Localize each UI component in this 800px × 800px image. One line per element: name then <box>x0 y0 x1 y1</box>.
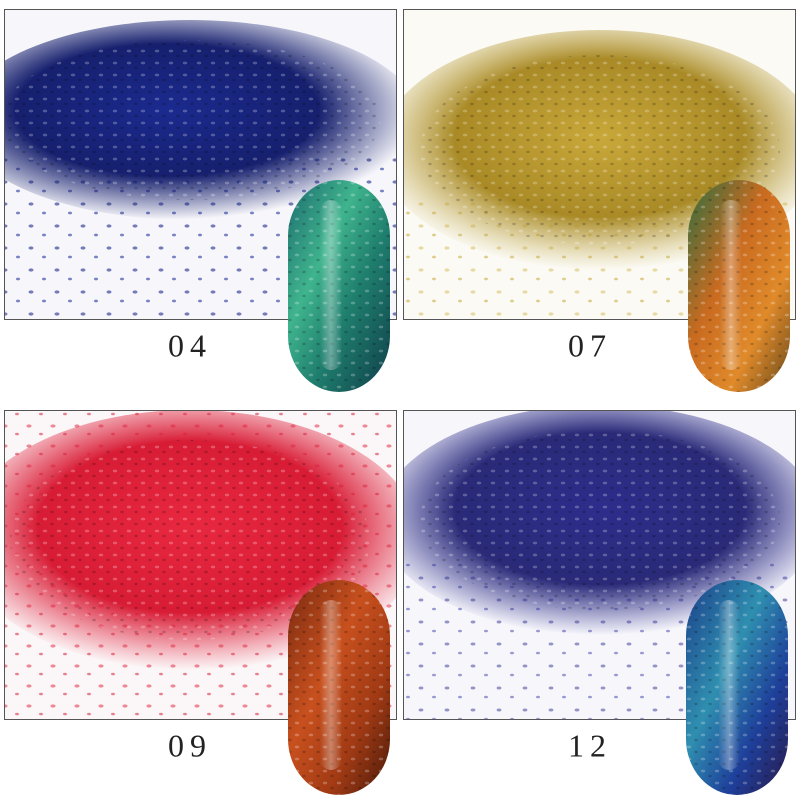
shade-number: 09 <box>168 727 212 763</box>
nail-sample <box>288 580 390 795</box>
nail-sample <box>686 580 788 795</box>
shade-number: 04 <box>168 327 212 363</box>
panel-frame <box>403 410 796 720</box>
panel-frame <box>4 9 397 320</box>
panel-frame <box>403 9 796 320</box>
nail-sample <box>288 180 390 392</box>
shade-number: 12 <box>568 727 612 763</box>
nail-sample <box>688 180 790 392</box>
panel-frame <box>4 410 397 720</box>
shade-number: 07 <box>568 327 612 363</box>
